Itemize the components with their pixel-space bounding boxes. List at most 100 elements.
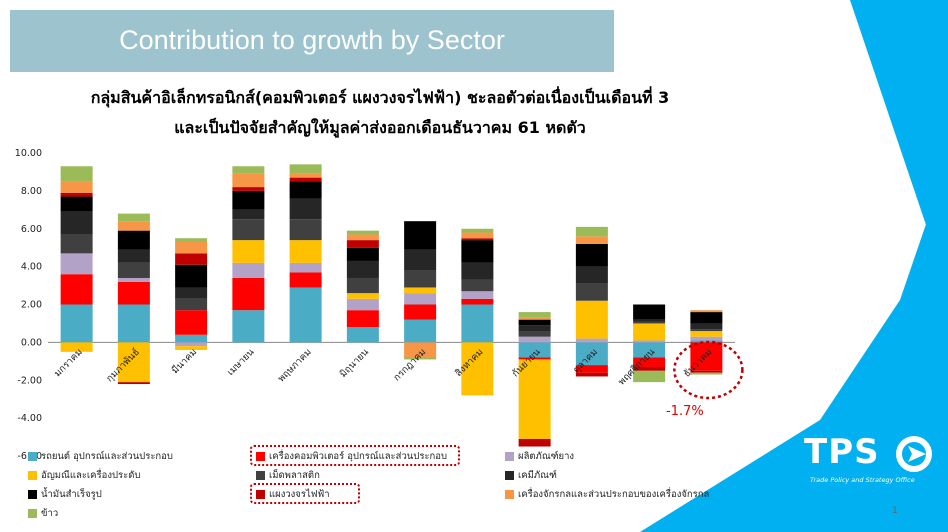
- legend-item-computer: เครื่องคอมพิวเตอร์ อุปกรณ์และส่วนประกอบ: [256, 448, 447, 464]
- bar-segment-circuit: [518, 438, 551, 447]
- legend-label: แผงวงจรไฟฟ้า: [269, 488, 330, 500]
- legend-item-machinery: เครื่องจักรกลและส่วนประกอบของเครื่องจักร…: [505, 486, 709, 502]
- bar-segment-oil: [404, 221, 437, 250]
- bar-segment-rubber: [289, 262, 322, 273]
- bar-segment-computer: [518, 357, 551, 360]
- december-highlight-circle: [673, 340, 744, 400]
- bar-segment-rubber: [461, 291, 494, 299]
- bar-segment-jewelry: [404, 287, 437, 294]
- bar-segment-plastic: [117, 262, 150, 278]
- bar-segment-auto: [232, 310, 265, 343]
- bar-segment-chemical: [232, 209, 265, 220]
- bar-segment-jewelry: [346, 293, 379, 299]
- bar-segment-jewelry: [633, 323, 666, 341]
- legend-label: ข้าว: [41, 507, 59, 519]
- bar-segment-auto: [60, 304, 93, 343]
- bar-segment-oil: [289, 181, 322, 199]
- legend-label: น้ำมันสำเร็จรูป: [41, 488, 102, 500]
- bar-segment-computer: [690, 342, 723, 371]
- bar-segment-computer: [633, 357, 666, 367]
- bar-segment-rice: [60, 166, 93, 182]
- bar-segment-machinery: [60, 181, 93, 193]
- legend-swatch: [28, 508, 37, 518]
- bar-segment-plastic: [690, 329, 723, 332]
- legend-label: เครื่องจักรกลและส่วนประกอบของเครื่องจักร…: [518, 488, 710, 500]
- bar-segment-plastic: [175, 298, 208, 311]
- bar-segment-chemical: [175, 287, 208, 299]
- legend-swatch: [256, 489, 265, 499]
- bar-segment-rice: [518, 312, 551, 318]
- bar-segment-chemical: [518, 325, 551, 332]
- tpso-logo: TPS Trade Policy and Strategy Office: [804, 432, 944, 496]
- bar-segment-circuit: [60, 192, 93, 197]
- bar-segment-rice: [289, 164, 322, 174]
- legend-highlight-box: [250, 445, 460, 466]
- bar-segment-jewelry: [690, 331, 723, 337]
- bar-segment-machinery: [690, 310, 723, 313]
- bar-segment-circuit: [117, 382, 150, 385]
- bar-segment-jewelry: [232, 240, 265, 263]
- y-tick-label: 4.00: [21, 262, 42, 273]
- bar-segment-jewelry: [117, 342, 150, 383]
- bar-segment-computer: [232, 277, 265, 311]
- bar-segment-machinery: [232, 173, 265, 188]
- y-tick-label: 8.00: [21, 186, 42, 197]
- bar-segment-plastic: [518, 331, 551, 337]
- bar-segment-oil: [175, 264, 208, 288]
- page-title: Contribution to growth by Sector: [119, 25, 505, 55]
- bar-segment-computer: [461, 298, 494, 305]
- chart-legend: รถยนต์ อุปกรณ์และส่วนประกอบ เครื่องคอมพิว…: [28, 445, 728, 528]
- bar-segment-jewelry: [60, 342, 93, 352]
- bar-segment-circuit: [461, 238, 494, 241]
- bar-segment-plastic: [232, 219, 265, 241]
- x-category-label: มีนาคม: [169, 346, 199, 376]
- bar-segment-auto: [404, 319, 437, 343]
- bar-segment-computer: [575, 365, 608, 373]
- bar-segment-machinery: [117, 221, 150, 231]
- bar-segment-rubber: [518, 336, 551, 343]
- y-tick-label: 0.00: [21, 337, 42, 348]
- bar-segment-plastic: [289, 219, 322, 241]
- bar-segment-chemical: [60, 211, 93, 235]
- bar-segment-circuit: [575, 372, 608, 377]
- bar-segment-rubber: [60, 253, 93, 275]
- legend-item-rice: ข้าว: [28, 505, 58, 521]
- legend-swatch: [28, 451, 37, 461]
- subtitle-line-2: และเป็นปัจจัยสำคัญให้มูลค่าส่งออกเดือนธั…: [174, 118, 586, 137]
- december-growth-annotation: -1.7%: [666, 404, 704, 419]
- bar-segment-oil: [232, 190, 265, 210]
- bar-segment-circuit: [346, 240, 379, 248]
- bar-segment-plastic: [633, 321, 666, 324]
- bar-segment-auto: [518, 342, 551, 358]
- bar-segment-rice: [575, 226, 608, 237]
- legend-label: ผลิตภัณฑ์ยาง: [518, 450, 575, 462]
- y-tick-label: 10.00: [15, 148, 42, 159]
- bar-segment-rice: [404, 357, 437, 360]
- bar-segment-plastic: [575, 283, 608, 301]
- bar-segment-rice: [461, 228, 494, 233]
- bar-segment-rubber: [117, 277, 150, 282]
- x-category-label: เมษายน: [225, 346, 257, 378]
- bar-segment-rubber: [690, 336, 723, 341]
- bar-segment-rice: [175, 238, 208, 243]
- bar-segment-chemical: [346, 260, 379, 278]
- bar-segment-rubber: [404, 293, 437, 305]
- bar-segment-oil: [60, 196, 93, 212]
- bar-segment-chemical: [461, 262, 494, 280]
- bar-segment-auto: [633, 342, 666, 358]
- bar-segment-auto: [461, 304, 494, 343]
- title-banner: Contribution to growth by Sector: [10, 10, 614, 72]
- y-tick-label: -4.00: [17, 413, 42, 424]
- legend-item-rubber: ผลิตภัณฑ์ยาง: [505, 448, 574, 464]
- bar-segment-computer: [289, 272, 322, 288]
- logo-text: TPS: [804, 432, 880, 472]
- legend-item-circuit: แผงวงจรไฟฟ้า: [256, 486, 330, 502]
- bar-segment-computer: [404, 304, 437, 320]
- legend-swatch: [28, 470, 37, 480]
- bar-segment-oil: [518, 319, 551, 326]
- y-tick-label: 6.00: [21, 224, 42, 235]
- bar-segment-auto: [575, 342, 608, 366]
- bar-segment-oil: [461, 240, 494, 263]
- bar-segment-rice: [117, 213, 150, 222]
